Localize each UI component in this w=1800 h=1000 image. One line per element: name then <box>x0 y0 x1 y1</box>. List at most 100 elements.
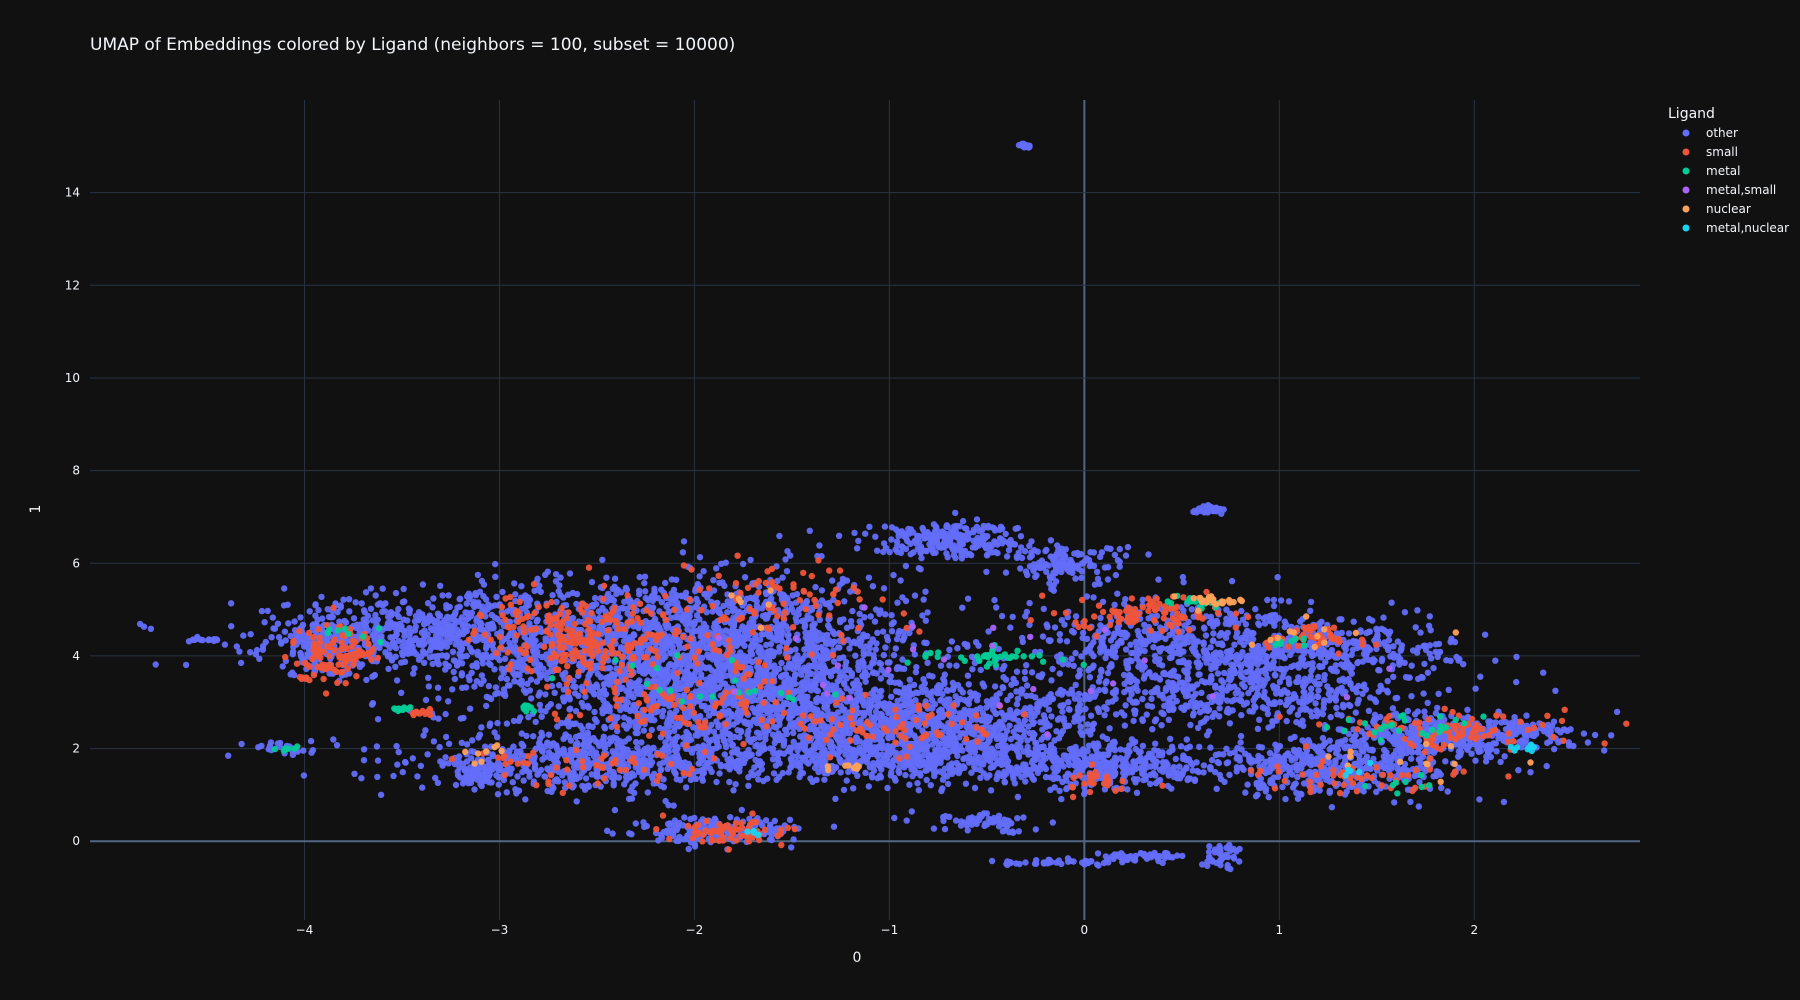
data-point <box>962 780 970 787</box>
data-point <box>735 653 742 660</box>
data-point <box>227 600 235 607</box>
data-point <box>362 589 370 596</box>
data-point <box>878 666 885 673</box>
data-point <box>1014 695 1022 702</box>
data-point <box>535 740 543 747</box>
data-point <box>436 612 444 619</box>
data-point <box>793 709 801 716</box>
data-point <box>451 657 459 665</box>
data-point <box>852 652 859 659</box>
data-point <box>876 693 883 700</box>
data-point <box>750 641 757 648</box>
data-point <box>475 602 482 609</box>
data-point <box>694 732 702 739</box>
data-point <box>707 687 715 694</box>
data-point <box>738 806 745 814</box>
data-point <box>458 646 465 654</box>
data-point <box>818 587 826 594</box>
data-point <box>374 716 382 723</box>
data-point <box>902 708 909 715</box>
data-point <box>816 542 823 549</box>
data-point <box>882 644 889 651</box>
data-point <box>430 738 438 745</box>
data-point <box>451 617 458 624</box>
data-point <box>340 596 347 603</box>
data-point <box>506 639 513 647</box>
data-point <box>818 635 826 643</box>
data-point <box>808 670 815 677</box>
data-point <box>895 631 902 638</box>
data-point <box>969 730 976 737</box>
data-point <box>586 749 593 757</box>
data-point <box>664 637 671 644</box>
data-point <box>871 618 879 625</box>
data-point <box>390 772 397 780</box>
data-point <box>510 717 518 725</box>
data-point <box>888 612 895 619</box>
data-point <box>610 672 617 679</box>
data-point <box>443 623 451 630</box>
data-point <box>747 594 754 601</box>
data-point <box>711 620 719 627</box>
data-point <box>299 635 306 643</box>
data-point <box>899 689 906 697</box>
data-point <box>652 615 659 623</box>
data-point <box>793 618 800 626</box>
data-point <box>478 724 485 731</box>
data-point <box>613 735 620 742</box>
data-point <box>959 604 966 611</box>
data-point <box>566 570 574 577</box>
grid-lines <box>90 100 1640 920</box>
data-point <box>395 637 402 645</box>
data-point <box>745 736 752 744</box>
data-point <box>1015 726 1023 733</box>
data-point <box>869 659 876 666</box>
data-point <box>628 795 636 802</box>
data-point <box>609 585 616 592</box>
data-point <box>449 648 457 655</box>
data-point <box>948 638 955 645</box>
data-point <box>1021 728 1028 735</box>
data-point <box>358 600 365 607</box>
data-point <box>537 707 544 714</box>
data-point <box>473 660 480 667</box>
data-point <box>757 644 764 651</box>
data-point <box>990 726 998 733</box>
data-point <box>716 770 723 777</box>
data-point <box>1087 712 1095 719</box>
data-point <box>472 590 479 597</box>
data-point <box>436 743 443 751</box>
data-point <box>749 705 756 712</box>
data-point <box>781 680 788 688</box>
data-point <box>536 701 544 709</box>
data-point <box>964 595 972 602</box>
data-point <box>411 627 419 634</box>
data-point <box>706 704 713 712</box>
data-point <box>393 677 401 684</box>
data-point <box>147 625 155 632</box>
data-point <box>307 737 315 745</box>
data-point <box>884 784 891 792</box>
data-point <box>454 604 461 611</box>
data-point <box>478 672 486 679</box>
data-point <box>861 709 868 717</box>
data-point <box>330 736 337 743</box>
data-point <box>946 662 953 669</box>
data-point <box>542 691 549 698</box>
data-point <box>774 629 781 637</box>
data-point <box>351 770 358 777</box>
data-point <box>990 706 997 714</box>
data-point <box>907 728 914 735</box>
data-point <box>743 658 750 665</box>
data-point <box>458 739 465 746</box>
data-point <box>856 694 863 701</box>
data-point <box>182 661 190 669</box>
data-point <box>526 620 533 627</box>
data-point <box>628 690 635 697</box>
data-point <box>813 699 820 706</box>
data-point <box>920 676 927 683</box>
data-point <box>776 721 783 728</box>
data-point <box>794 662 802 669</box>
data-point <box>819 671 826 678</box>
data-point <box>274 620 282 627</box>
